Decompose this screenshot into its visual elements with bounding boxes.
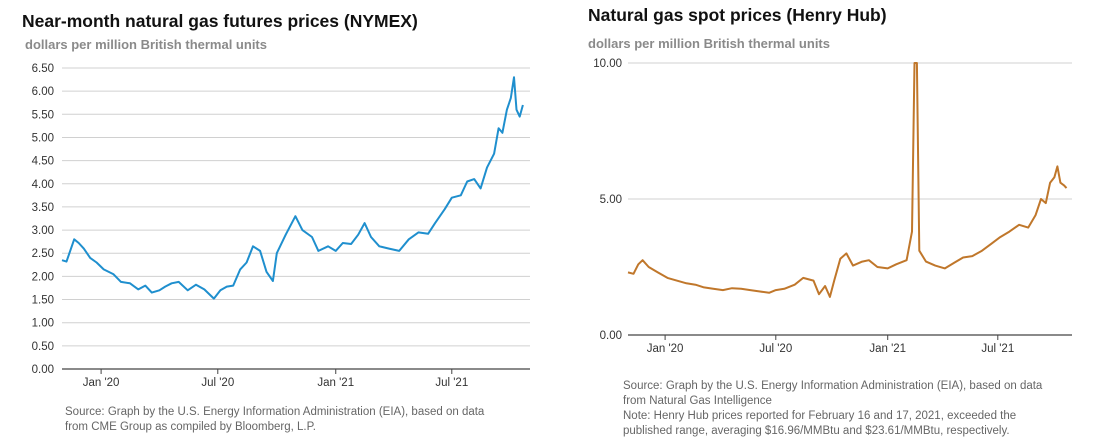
spot-chart-title: Natural gas spot prices (Henry Hub) xyxy=(588,5,887,25)
y-tick-label: 0.00 xyxy=(32,364,54,376)
futures-source-line-1: Source: Graph by the U.S. Energy Informa… xyxy=(65,406,485,418)
x-tick-label: Jan '20 xyxy=(647,343,684,355)
spot-note-line-2: published range, averaging $16.96/MMBtu … xyxy=(623,425,1010,437)
y-tick-label: 5.00 xyxy=(32,132,54,144)
y-tick-label: 6.50 xyxy=(32,63,54,75)
spot-source-line-2: from Natural Gas Intelligence xyxy=(623,395,772,407)
y-tick-label: 1.00 xyxy=(32,318,54,330)
spot-source-line-1: Source: Graph by the U.S. Energy Informa… xyxy=(623,380,1043,392)
y-tick-label: 0.00 xyxy=(600,330,622,342)
series-line xyxy=(61,76,524,300)
series-line xyxy=(627,62,1068,298)
y-tick-label: 10.00 xyxy=(593,58,622,70)
y-tick-label: 5.00 xyxy=(600,194,622,206)
futures-chart-subtitle: dollars per million British thermal unit… xyxy=(25,37,267,52)
x-tick-label: Jul '21 xyxy=(435,377,468,389)
y-tick-label: 3.00 xyxy=(32,225,54,237)
spot-note-line-1: Note: Henry Hub prices reported for Febr… xyxy=(623,410,1017,422)
x-tick-label: Jul '20 xyxy=(759,343,792,355)
y-tick-label: 6.00 xyxy=(32,86,54,98)
spot-chart-subtitle: dollars per million British thermal unit… xyxy=(588,36,830,51)
y-tick-label: 2.50 xyxy=(32,248,54,260)
spot-chart-source: Source: Graph by the U.S. Energy Informa… xyxy=(623,379,1042,439)
y-tick-label: 3.50 xyxy=(32,202,54,214)
y-tick-label: 0.50 xyxy=(32,341,54,353)
spot-price-chart: 10.00 5.00 0.00 Jan '20 Jul '20 Jan '21 Jul '2… xyxy=(593,58,1072,355)
futures-source-line-2: from CME Group as compiled by Bloomberg,… xyxy=(65,421,316,433)
y-tick-label: 4.50 xyxy=(32,156,54,168)
y-tick-label: 2.00 xyxy=(32,271,54,283)
y-tick-label: 4.00 xyxy=(32,179,54,191)
x-tick-label: Jan '21 xyxy=(869,343,906,355)
x-tick-label: Jul '20 xyxy=(201,377,234,389)
x-tick-label: Jan '20 xyxy=(83,377,120,389)
x-tick-label: Jul '21 xyxy=(981,343,1014,355)
futures-chart-title: Near-month natural gas futures prices (N… xyxy=(22,11,418,31)
futures-chart-source: Source: Graph by the U.S. Energy Informa… xyxy=(65,405,484,435)
futures-price-chart: 6.50 6.00 5.50 5.00 4.50 4.00 3.50 3.00 2.50 2.00… xyxy=(32,63,530,389)
y-tick-label: 1.50 xyxy=(32,295,54,307)
x-tick-label: Jan '21 xyxy=(317,377,354,389)
y-tick-label: 5.50 xyxy=(32,109,54,121)
